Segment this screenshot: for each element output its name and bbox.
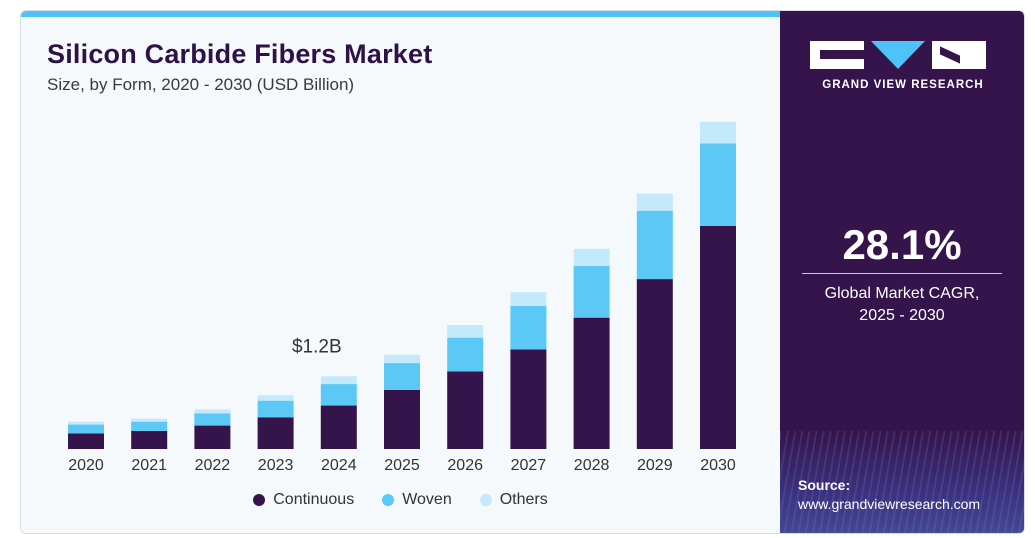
bar-others-2020 bbox=[68, 421, 104, 425]
bar-chart: 2020 2021 2022 2023 2024 2025 2026 2027 2028 2029… bbox=[68, 121, 736, 474]
bar-woven-2023 bbox=[257, 400, 294, 418]
accent-bar bbox=[21, 11, 780, 17]
bar-woven-2030 bbox=[700, 143, 736, 226]
bar-others-2028 bbox=[573, 248, 610, 266]
bar-continuous-2025 bbox=[384, 389, 420, 449]
bar-annotation-label: $1.2B bbox=[292, 336, 342, 357]
bar-woven-2028 bbox=[573, 265, 610, 318]
bar-continuous-2022 bbox=[194, 425, 231, 449]
bar-others-2030 bbox=[700, 121, 736, 144]
legend-swatch-others bbox=[479, 494, 492, 506]
legend-label-others: Others bbox=[499, 491, 548, 508]
brand-logo: GRAND VIEW RESEARCH bbox=[810, 41, 996, 91]
x-tick-label: 2026 bbox=[447, 457, 483, 474]
cagr-label-line2: 2025 - 2030 bbox=[859, 307, 945, 324]
bar-others-2022 bbox=[194, 409, 231, 414]
legend-label-continuous: Continuous bbox=[273, 491, 355, 508]
bar-others-2023 bbox=[257, 395, 294, 401]
x-tick-label: 2027 bbox=[511, 457, 547, 474]
chart-subtitle: Size, by Form, 2020 - 2030 (USD Billion) bbox=[47, 75, 355, 94]
bar-continuous-2021 bbox=[131, 430, 168, 449]
x-tick-label: 2023 bbox=[258, 457, 294, 474]
source-url: www.grandviewresearch.com bbox=[798, 496, 981, 512]
cagr-value: 28.1% bbox=[842, 221, 962, 268]
bar-others-2026 bbox=[447, 324, 484, 338]
infographic-card: Silicon Carbide Fibers Market Size, by F… bbox=[20, 10, 1025, 534]
bar-others-2021 bbox=[131, 418, 168, 422]
x-tick-label: 2020 bbox=[68, 457, 104, 474]
legend-item-continuous: Continuous bbox=[253, 491, 354, 509]
chart-title: Silicon Carbide Fibers Market bbox=[47, 39, 433, 69]
x-tick-label: 2024 bbox=[321, 457, 357, 474]
x-tick-label: 2022 bbox=[195, 457, 231, 474]
logo-block-triangle bbox=[871, 41, 925, 69]
x-tick-label: 2030 bbox=[700, 457, 736, 474]
chart-panel: Silicon Carbide Fibers Market Size, by F… bbox=[21, 11, 780, 533]
bar-others-2024 bbox=[320, 376, 357, 385]
legend-item-woven: Woven bbox=[382, 491, 452, 509]
bar-others-2025 bbox=[384, 354, 420, 364]
bar-continuous-2024 bbox=[320, 405, 357, 449]
bar-woven-2026 bbox=[447, 337, 484, 372]
chart-legend: Continuous Woven Others bbox=[21, 491, 780, 509]
bar-others-2029 bbox=[636, 193, 673, 211]
bar-woven-2025 bbox=[384, 363, 420, 390]
bar-woven-2020 bbox=[68, 424, 104, 434]
cagr-label-line1: Global Market CAGR, bbox=[824, 285, 980, 302]
logo-block-left bbox=[810, 41, 864, 69]
bar-woven-2022 bbox=[194, 413, 231, 426]
legend-swatch-woven bbox=[382, 494, 395, 506]
bar-continuous-2026 bbox=[447, 371, 484, 449]
logo-block-right bbox=[932, 41, 986, 69]
x-tick-label: 2028 bbox=[574, 457, 610, 474]
info-panel: GRAND VIEW RESEARCH 28.1% Global Market … bbox=[780, 11, 1024, 533]
bar-continuous-2020 bbox=[68, 433, 104, 449]
legend-item-others: Others bbox=[479, 491, 548, 509]
legend-label-woven: Woven bbox=[402, 491, 452, 508]
bar-continuous-2028 bbox=[573, 317, 610, 449]
cagr-divider bbox=[802, 273, 1002, 274]
logo-mark bbox=[810, 41, 996, 69]
x-tick-label: 2025 bbox=[384, 457, 420, 474]
bar-woven-2021 bbox=[131, 421, 168, 431]
x-tick-label: 2029 bbox=[637, 457, 673, 474]
bar-woven-2027 bbox=[510, 305, 547, 350]
decorative-wave bbox=[780, 431, 1024, 533]
bar-continuous-2030 bbox=[700, 225, 736, 449]
bar-others-2027 bbox=[510, 292, 547, 306]
bar-continuous-2023 bbox=[257, 417, 294, 449]
source-label: Source: bbox=[798, 477, 851, 493]
x-tick-label: 2021 bbox=[131, 457, 167, 474]
brand-name: GRAND VIEW RESEARCH bbox=[822, 79, 984, 91]
cagr-label: Global Market CAGR, 2025 - 2030 bbox=[780, 283, 1024, 327]
bar-continuous-2027 bbox=[510, 349, 547, 449]
legend-swatch-continuous bbox=[253, 494, 266, 506]
bar-continuous-2029 bbox=[636, 279, 673, 449]
bar-woven-2029 bbox=[636, 210, 673, 280]
bar-woven-2024 bbox=[320, 384, 357, 406]
